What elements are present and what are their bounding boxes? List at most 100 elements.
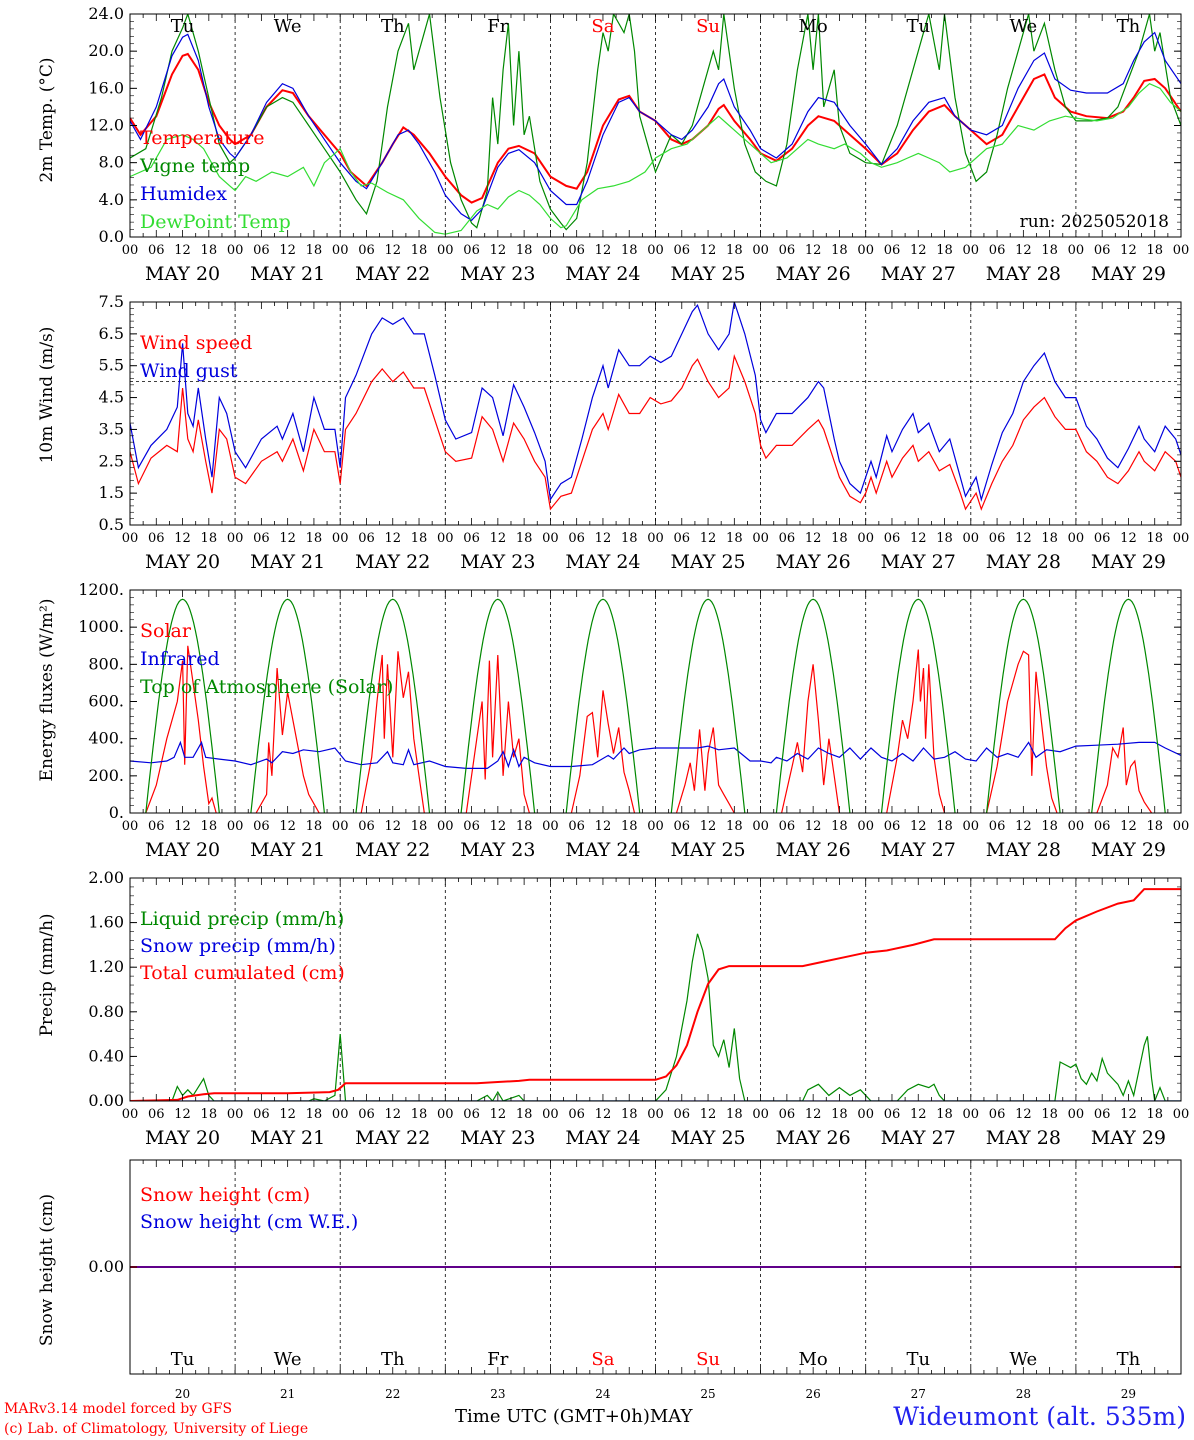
hour-label: 18 [201,243,218,258]
y-tick-label: 0. [109,803,124,822]
hour-label: 12 [174,243,191,258]
x-ticks [129,1160,1182,1374]
hour-label: 18 [621,1107,638,1122]
hour-label: 12 [1015,1107,1032,1122]
day-name: Su [696,1349,720,1370]
hour-label: 00 [437,1107,454,1122]
hour-label: 18 [516,243,533,258]
series-top-of-atmosphere-solar [1091,598,1166,813]
hour-label: 12 [595,1107,612,1122]
hour-label: 18 [201,1107,218,1122]
hour-label: 00 [857,243,874,258]
hour-label: 12 [174,531,191,546]
hour-label: 12 [384,531,401,546]
date-label: MAY 25 [670,1127,745,1149]
y-tick-label: 4.5 [99,388,124,407]
panel-precip: 0.00 0.40 0.80 1.20 1.60 2.00 Precip (mm/h) Liq… [37,868,1189,1149]
hour-label: 18 [306,531,323,546]
hour-label: 00 [542,243,559,258]
date-label: MAY 21 [250,551,325,573]
hour-label: 06 [674,531,691,546]
plot-frame [129,13,1182,238]
hour-label: 18 [936,243,953,258]
y-tick-label: 0.5 [99,515,124,534]
y-tick-label: 0.00 [88,1091,124,1110]
series-solar [675,727,735,813]
hour-label: 00 [542,1107,559,1122]
hour-label: 00 [963,243,980,258]
date-label: MAY 29 [1091,551,1166,573]
hour-label: 18 [936,1107,953,1122]
hour-label: 00 [752,1107,769,1122]
hour-label: 06 [568,819,585,834]
series-humidex [130,31,1181,222]
day-number: 23 [490,1387,505,1401]
hour-label: 18 [516,1107,533,1122]
y-tick-label: 2.00 [88,868,124,887]
hour-label: 18 [306,243,323,258]
hour-label: 12 [279,243,296,258]
hour-label: 12 [1120,243,1137,258]
hour-label: 12 [490,531,507,546]
series-top-of-atmosphere-solar [460,598,536,813]
hour-label: 06 [358,819,375,834]
day-name: Tu [171,1349,195,1370]
y-tick-label: 7.5 [99,292,124,311]
hour-label: 18 [1146,243,1163,258]
hour-label: 12 [384,243,401,258]
y-tick-label: 2.5 [99,451,124,470]
hour-label: 12 [384,1107,401,1122]
hour-label: 12 [1120,531,1137,546]
day-number: 26 [806,1387,821,1401]
hour-label: 18 [1041,531,1058,546]
y-tick-label: 6.5 [99,324,124,343]
hour-label: 06 [884,1107,901,1122]
date-label: MAY 26 [776,551,851,573]
hour-label: 18 [516,531,533,546]
hour-label: 06 [148,1107,165,1122]
hour-label: 18 [306,819,323,834]
y-axis-label: Energy fluxes (W/m²) [37,599,57,782]
hour-label: 18 [621,243,638,258]
hour-label: 00 [122,819,139,834]
hour-label: 00 [1173,531,1190,546]
hour-label: 00 [963,1107,980,1122]
series-top-of-atmosphere-solar [355,598,431,813]
hour-label: 18 [306,1107,323,1122]
hour-label: 12 [595,819,612,834]
hour-label: 00 [752,243,769,258]
hour-label: 12 [490,243,507,258]
hour-label: 12 [595,243,612,258]
hour-label: 06 [1094,819,1111,834]
day-number: 21 [280,1387,295,1401]
hour-label: 00 [1068,531,1085,546]
day-number: 25 [700,1387,715,1401]
hour-label: 18 [831,243,848,258]
hour-label: 18 [936,531,953,546]
series-group [130,888,1181,1101]
time-axis-month: MAY [649,1406,693,1427]
day-name: Sa [591,1349,614,1370]
y-axis-label: 2m Temp. (°C) [37,57,57,182]
hour-label: 00 [542,819,559,834]
series-total-cumulated-cm [130,888,1181,1101]
hour-label: 12 [174,1107,191,1122]
hour-label: 06 [148,531,165,546]
hour-label: 06 [884,819,901,834]
hour-label: 00 [963,531,980,546]
hour-label: 00 [647,1107,664,1122]
hour-label: 00 [752,819,769,834]
hour-label: 18 [726,243,743,258]
day-number: 27 [911,1387,926,1401]
legend-total-cumulated-cm: Total cumulated (cm) [140,962,345,984]
y-axis-label: 10m Wind (m/s) [37,327,57,464]
y-tick-label: 3.5 [99,419,124,438]
hour-label: 12 [279,819,296,834]
hour-label: 12 [910,1107,927,1122]
hour-label: 18 [1146,819,1163,834]
legend-solar: Solar [140,620,192,642]
y-tick-label: 1200. [78,580,124,599]
hour-label: 06 [358,1107,375,1122]
hour-label: 00 [857,1107,874,1122]
hour-label: 00 [542,531,559,546]
